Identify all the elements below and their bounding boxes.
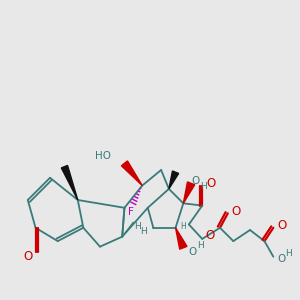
Text: HO: HO [95,151,111,160]
Text: H: H [134,222,141,231]
Text: O: O [206,229,214,242]
Text: O: O [231,205,240,218]
Text: H: H [181,222,186,231]
Text: O: O [188,247,196,257]
Polygon shape [61,165,78,200]
Text: O: O [191,176,200,186]
Text: H: H [286,249,292,258]
Text: O: O [23,250,32,263]
Text: O: O [277,254,285,264]
Polygon shape [122,161,142,186]
Text: O: O [206,177,216,190]
Polygon shape [176,228,187,249]
Text: O: O [278,219,287,232]
Polygon shape [169,171,179,189]
Text: H: H [200,182,207,191]
Text: H: H [140,226,147,236]
Polygon shape [183,182,195,203]
Text: H: H [196,241,203,250]
Text: F: F [128,207,134,217]
